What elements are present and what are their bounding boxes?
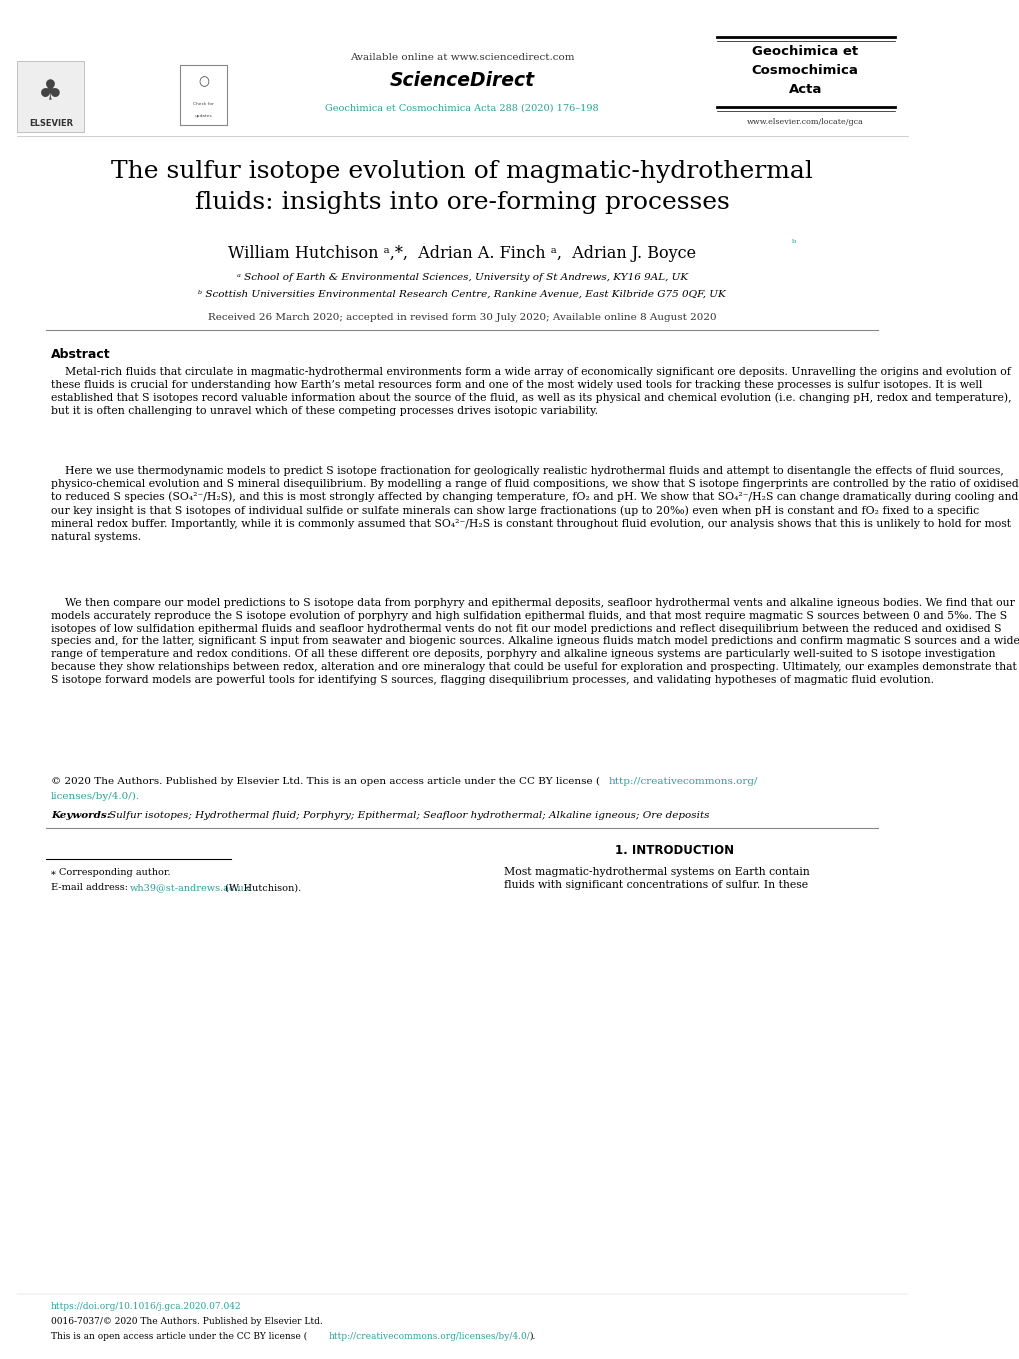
Text: Most magmatic-hydrothermal systems on Earth contain
fluids with significant conc: Most magmatic-hydrothermal systems on Ea… <box>503 867 809 890</box>
Text: ᵇ Scottish Universities Environmental Research Centre, Rankine Avenue, East Kilb: ᵇ Scottish Universities Environmental Re… <box>198 289 726 299</box>
Text: Check for: Check for <box>193 102 214 106</box>
Text: E-mail address:: E-mail address: <box>51 883 130 893</box>
Text: We then compare our model predictions to S isotope data from porphyry and epithe: We then compare our model predictions to… <box>51 598 1019 685</box>
Text: © 2020 The Authors. Published by Elsevier Ltd. This is an open access article un: © 2020 The Authors. Published by Elsevie… <box>51 777 599 787</box>
Text: Received 26 March 2020; accepted in revised form 30 July 2020; Available online : Received 26 March 2020; accepted in revi… <box>208 313 716 322</box>
Text: Acta: Acta <box>788 83 821 96</box>
Text: William Hutchison ᵃ,*,  Adrian A. Finch ᵃ,  Adrian J. Boyce: William Hutchison ᵃ,*, Adrian A. Finch ᵃ… <box>228 245 696 262</box>
Text: Here we use thermodynamic models to predict S isotope fractionation for geologic: Here we use thermodynamic models to pred… <box>51 466 1018 542</box>
Text: ᵇ: ᵇ <box>791 239 795 249</box>
Text: Geochimica et: Geochimica et <box>751 45 857 58</box>
Text: This is an open access article under the CC BY license (: This is an open access article under the… <box>51 1332 307 1341</box>
Text: ○: ○ <box>198 76 209 88</box>
Text: ScienceDirect: ScienceDirect <box>389 71 534 90</box>
Text: Available online at www.sciencedirect.com: Available online at www.sciencedirect.co… <box>350 53 574 63</box>
Text: ELSEVIER: ELSEVIER <box>29 118 72 128</box>
Text: ⁎ Corresponding author.: ⁎ Corresponding author. <box>51 868 170 878</box>
Text: http://creativecommons.org/: http://creativecommons.org/ <box>607 777 757 787</box>
Text: 0016-7037/© 2020 The Authors. Published by Elsevier Ltd.: 0016-7037/© 2020 The Authors. Published … <box>51 1317 322 1326</box>
Text: ᵃ School of Earth & Environmental Sciences, University of St Andrews, KY16 9AL, : ᵃ School of Earth & Environmental Scienc… <box>236 273 687 283</box>
Text: wh39@st-andrews.ac.uk: wh39@st-andrews.ac.uk <box>129 883 250 893</box>
Text: updates: updates <box>195 114 212 118</box>
Bar <box>180 65 226 125</box>
Text: Sulfur isotopes; Hydrothermal fluid; Porphyry; Epithermal; Seafloor hydrothermal: Sulfur isotopes; Hydrothermal fluid; Por… <box>109 811 709 821</box>
Text: ).: ). <box>529 1332 536 1341</box>
Text: 1. INTRODUCTION: 1. INTRODUCTION <box>614 844 734 858</box>
Text: Metal-rich fluids that circulate in magmatic-hydrothermal environments form a wi: Metal-rich fluids that circulate in magm… <box>51 367 1011 416</box>
Text: Abstract: Abstract <box>51 348 110 361</box>
Text: licenses/by/4.0/).: licenses/by/4.0/). <box>51 792 140 802</box>
Text: www.elsevier.com/locate/gca: www.elsevier.com/locate/gca <box>746 118 863 126</box>
Text: http://creativecommons.org/licenses/by/4.0/: http://creativecommons.org/licenses/by/4… <box>328 1332 530 1341</box>
Text: Keywords:: Keywords: <box>51 811 117 821</box>
Bar <box>16 61 84 132</box>
Text: (W. Hutchison).: (W. Hutchison). <box>222 883 301 893</box>
Text: https://doi.org/10.1016/j.gca.2020.07.042: https://doi.org/10.1016/j.gca.2020.07.04… <box>51 1302 242 1311</box>
Text: Geochimica et Cosmochimica Acta 288 (2020) 176–198: Geochimica et Cosmochimica Acta 288 (202… <box>325 103 598 113</box>
Text: ♣: ♣ <box>39 79 63 106</box>
Text: The sulfur isotope evolution of magmatic-hydrothermal
fluids: insights into ore-: The sulfur isotope evolution of magmatic… <box>111 160 812 215</box>
Text: Cosmochimica: Cosmochimica <box>751 64 858 77</box>
